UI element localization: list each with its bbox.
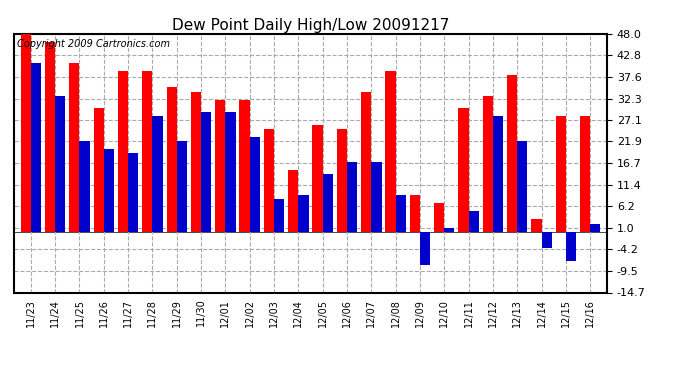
- Bar: [128, 153, 138, 232]
- Bar: [166, 87, 177, 232]
- Bar: [347, 162, 357, 232]
- Bar: [142, 71, 152, 232]
- Bar: [469, 211, 479, 232]
- Bar: [420, 232, 430, 265]
- Bar: [458, 108, 469, 232]
- Bar: [410, 195, 420, 232]
- Bar: [94, 108, 104, 232]
- Bar: [337, 129, 347, 232]
- Bar: [274, 199, 284, 232]
- Bar: [118, 71, 128, 232]
- Bar: [215, 100, 226, 232]
- Bar: [566, 232, 576, 261]
- Bar: [361, 92, 371, 232]
- Bar: [152, 116, 163, 232]
- Bar: [531, 219, 542, 232]
- Bar: [371, 162, 382, 232]
- Title: Dew Point Daily High/Low 20091217: Dew Point Daily High/Low 20091217: [172, 18, 449, 33]
- Bar: [55, 96, 66, 232]
- Bar: [518, 141, 527, 232]
- Bar: [31, 63, 41, 232]
- Bar: [177, 141, 187, 232]
- Bar: [434, 203, 444, 232]
- Bar: [395, 195, 406, 232]
- Bar: [507, 75, 518, 232]
- Bar: [226, 112, 235, 232]
- Bar: [239, 100, 250, 232]
- Bar: [555, 116, 566, 232]
- Bar: [288, 170, 298, 232]
- Bar: [298, 195, 308, 232]
- Bar: [542, 232, 552, 248]
- Bar: [590, 224, 600, 232]
- Bar: [444, 228, 455, 232]
- Bar: [386, 71, 395, 232]
- Text: Copyright 2009 Cartronics.com: Copyright 2009 Cartronics.com: [17, 39, 170, 49]
- Bar: [104, 149, 114, 232]
- Bar: [45, 42, 55, 232]
- Bar: [69, 63, 79, 232]
- Bar: [483, 96, 493, 232]
- Bar: [201, 112, 211, 232]
- Bar: [580, 116, 590, 232]
- Bar: [264, 129, 274, 232]
- Bar: [250, 137, 260, 232]
- Bar: [21, 34, 31, 232]
- Bar: [323, 174, 333, 232]
- Bar: [191, 92, 201, 232]
- Bar: [79, 141, 90, 232]
- Bar: [493, 116, 503, 232]
- Bar: [313, 124, 323, 232]
